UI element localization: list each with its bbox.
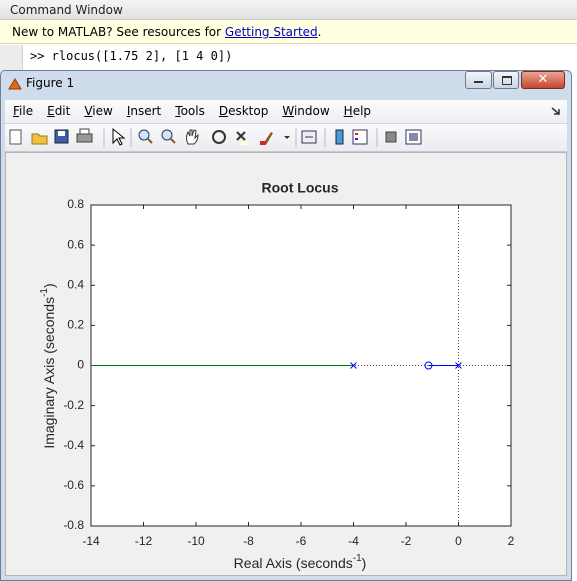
y-tick-label: -0.8 [63,518,84,532]
x-label-text: Real Axis (seconds [234,555,353,571]
x-label-end: ) [362,555,367,571]
x-tick-label: -14 [82,534,100,548]
x-tick-label: -4 [348,534,359,548]
x-axis-label: Real Axis (seconds-1) [234,553,367,571]
new-icon[interactable] [9,129,22,145]
menu-item[interactable]: Insert [126,104,162,118]
y-tick-label: -0.2 [63,398,84,412]
show-tools-icon[interactable] [405,129,422,145]
y-tick-label: -0.4 [63,438,84,452]
y-tick-label: -0.6 [63,478,84,492]
pole-marker [455,362,462,369]
x-tick-label: -8 [243,534,254,548]
x-label-sup: -1 [353,553,362,564]
notice-end: . [317,25,322,39]
save-icon[interactable] [54,129,69,144]
command-line: >> rlocus([1.75 2], [1 4 0]) [30,49,233,63]
menu-item[interactable]: Desktop [218,104,269,118]
pointer-icon[interactable] [112,127,126,146]
y-tick-label: 0 [77,358,84,372]
x-tick-label: -2 [401,534,412,548]
figure-title: Figure 1 [26,76,75,90]
menu-item[interactable]: Window [282,104,330,118]
legend-icon[interactable] [352,129,368,145]
menu-item[interactable]: Help [343,104,372,118]
print-icon[interactable] [76,128,93,143]
getting-started-link[interactable]: Getting Started [224,25,318,39]
close-button[interactable]: ✕ [521,71,565,89]
rotate-icon[interactable] [212,130,226,144]
open-icon[interactable] [31,133,48,145]
axes-frame [90,204,512,527]
minimize-button[interactable] [465,71,492,89]
data-cursor-icon[interactable] [236,131,249,145]
x-tick-label: 2 [508,534,515,548]
figure-icon [8,78,22,90]
menu-item[interactable]: View [84,104,113,118]
dock-arrow[interactable] [550,106,562,116]
x-tick-label: -6 [296,534,307,548]
link-icon[interactable] [301,130,317,144]
x-tick-label: -10 [187,534,205,548]
chart-title: Root Locus [262,180,339,196]
command-window-title: Command Window [0,0,577,20]
y-label-text: Imaginary Axis (seconds [41,297,57,449]
toolbar [5,124,567,152]
zero-marker [424,361,433,370]
y-tick-label: 0.4 [67,277,84,291]
toolbar-icons [9,127,422,147]
zoom-in-icon[interactable] [138,129,153,144]
y-tick-label: 0.6 [67,237,84,251]
y-tick-label: 0.2 [67,318,84,332]
x-tick-label: -12 [135,534,153,548]
brush-icon[interactable] [260,132,290,145]
pan-icon[interactable] [186,129,199,145]
gutter [0,45,23,75]
hide-tools-icon[interactable] [385,131,397,143]
maximize-button[interactable] [493,71,519,89]
colorbar-icon[interactable] [335,129,344,145]
menu-item[interactable]: File [13,104,34,118]
notice-bar: New to MATLAB? See resources for Getting… [0,20,577,44]
menu-item[interactable]: Edit [47,104,71,118]
pole-marker [350,362,357,369]
menu-item[interactable]: Tools [175,104,205,118]
menu-bar: File Edit View Insert Tools Desktop Window Help [5,100,567,124]
y-label-sup: -1 [39,288,50,297]
y-tick-label: 0.8 [67,197,84,211]
notice-text: New to MATLAB? See resources for [12,25,225,39]
zoom-out-icon[interactable] [161,129,176,144]
y-label-end: ) [41,283,57,288]
y-axis-label: Imaginary Axis (seconds-1) [39,283,57,448]
x-tick-label: 0 [455,534,462,548]
